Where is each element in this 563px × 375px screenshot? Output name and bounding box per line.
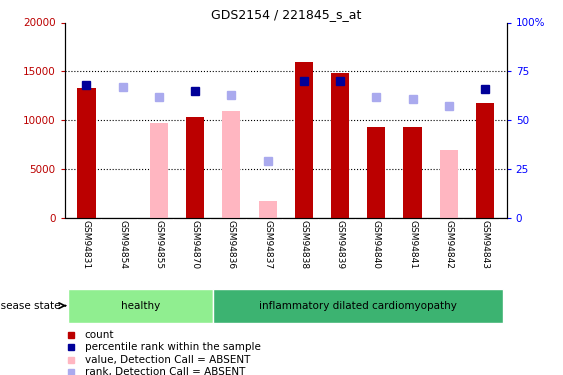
Text: GSM94840: GSM94840 [372,220,381,268]
Text: GSM94839: GSM94839 [336,220,345,269]
Text: GSM94836: GSM94836 [227,220,236,269]
Bar [331,73,349,217]
Title: GDS2154 / 221845_s_at: GDS2154 / 221845_s_at [211,8,361,21]
Bar [440,150,458,217]
Bar [186,117,204,218]
Bar [68,289,213,322]
Text: GSM94855: GSM94855 [154,220,163,269]
Text: count: count [84,330,114,339]
Text: GSM94870: GSM94870 [191,220,200,269]
Text: value, Detection Call = ABSENT: value, Detection Call = ABSENT [84,355,250,365]
Text: GSM94841: GSM94841 [408,220,417,268]
Bar [258,201,276,217]
Bar [367,127,385,218]
Text: GSM94831: GSM94831 [82,220,91,269]
Text: GSM94837: GSM94837 [263,220,272,269]
Text: healthy: healthy [121,301,160,310]
Bar [150,123,168,218]
Text: percentile rank within the sample: percentile rank within the sample [84,342,261,352]
Text: rank, Detection Call = ABSENT: rank, Detection Call = ABSENT [84,368,245,375]
Bar [404,127,422,218]
Bar [213,289,503,322]
Text: GSM94838: GSM94838 [300,220,309,269]
Text: GSM94842: GSM94842 [444,220,453,268]
Bar [476,104,494,218]
Text: disease state: disease state [0,301,60,310]
Bar [295,62,313,217]
Text: GSM94843: GSM94843 [480,220,489,268]
Bar [222,111,240,218]
Text: inflammatory dilated cardiomyopathy: inflammatory dilated cardiomyopathy [259,301,457,310]
Text: GSM94854: GSM94854 [118,220,127,268]
Bar [78,88,96,218]
